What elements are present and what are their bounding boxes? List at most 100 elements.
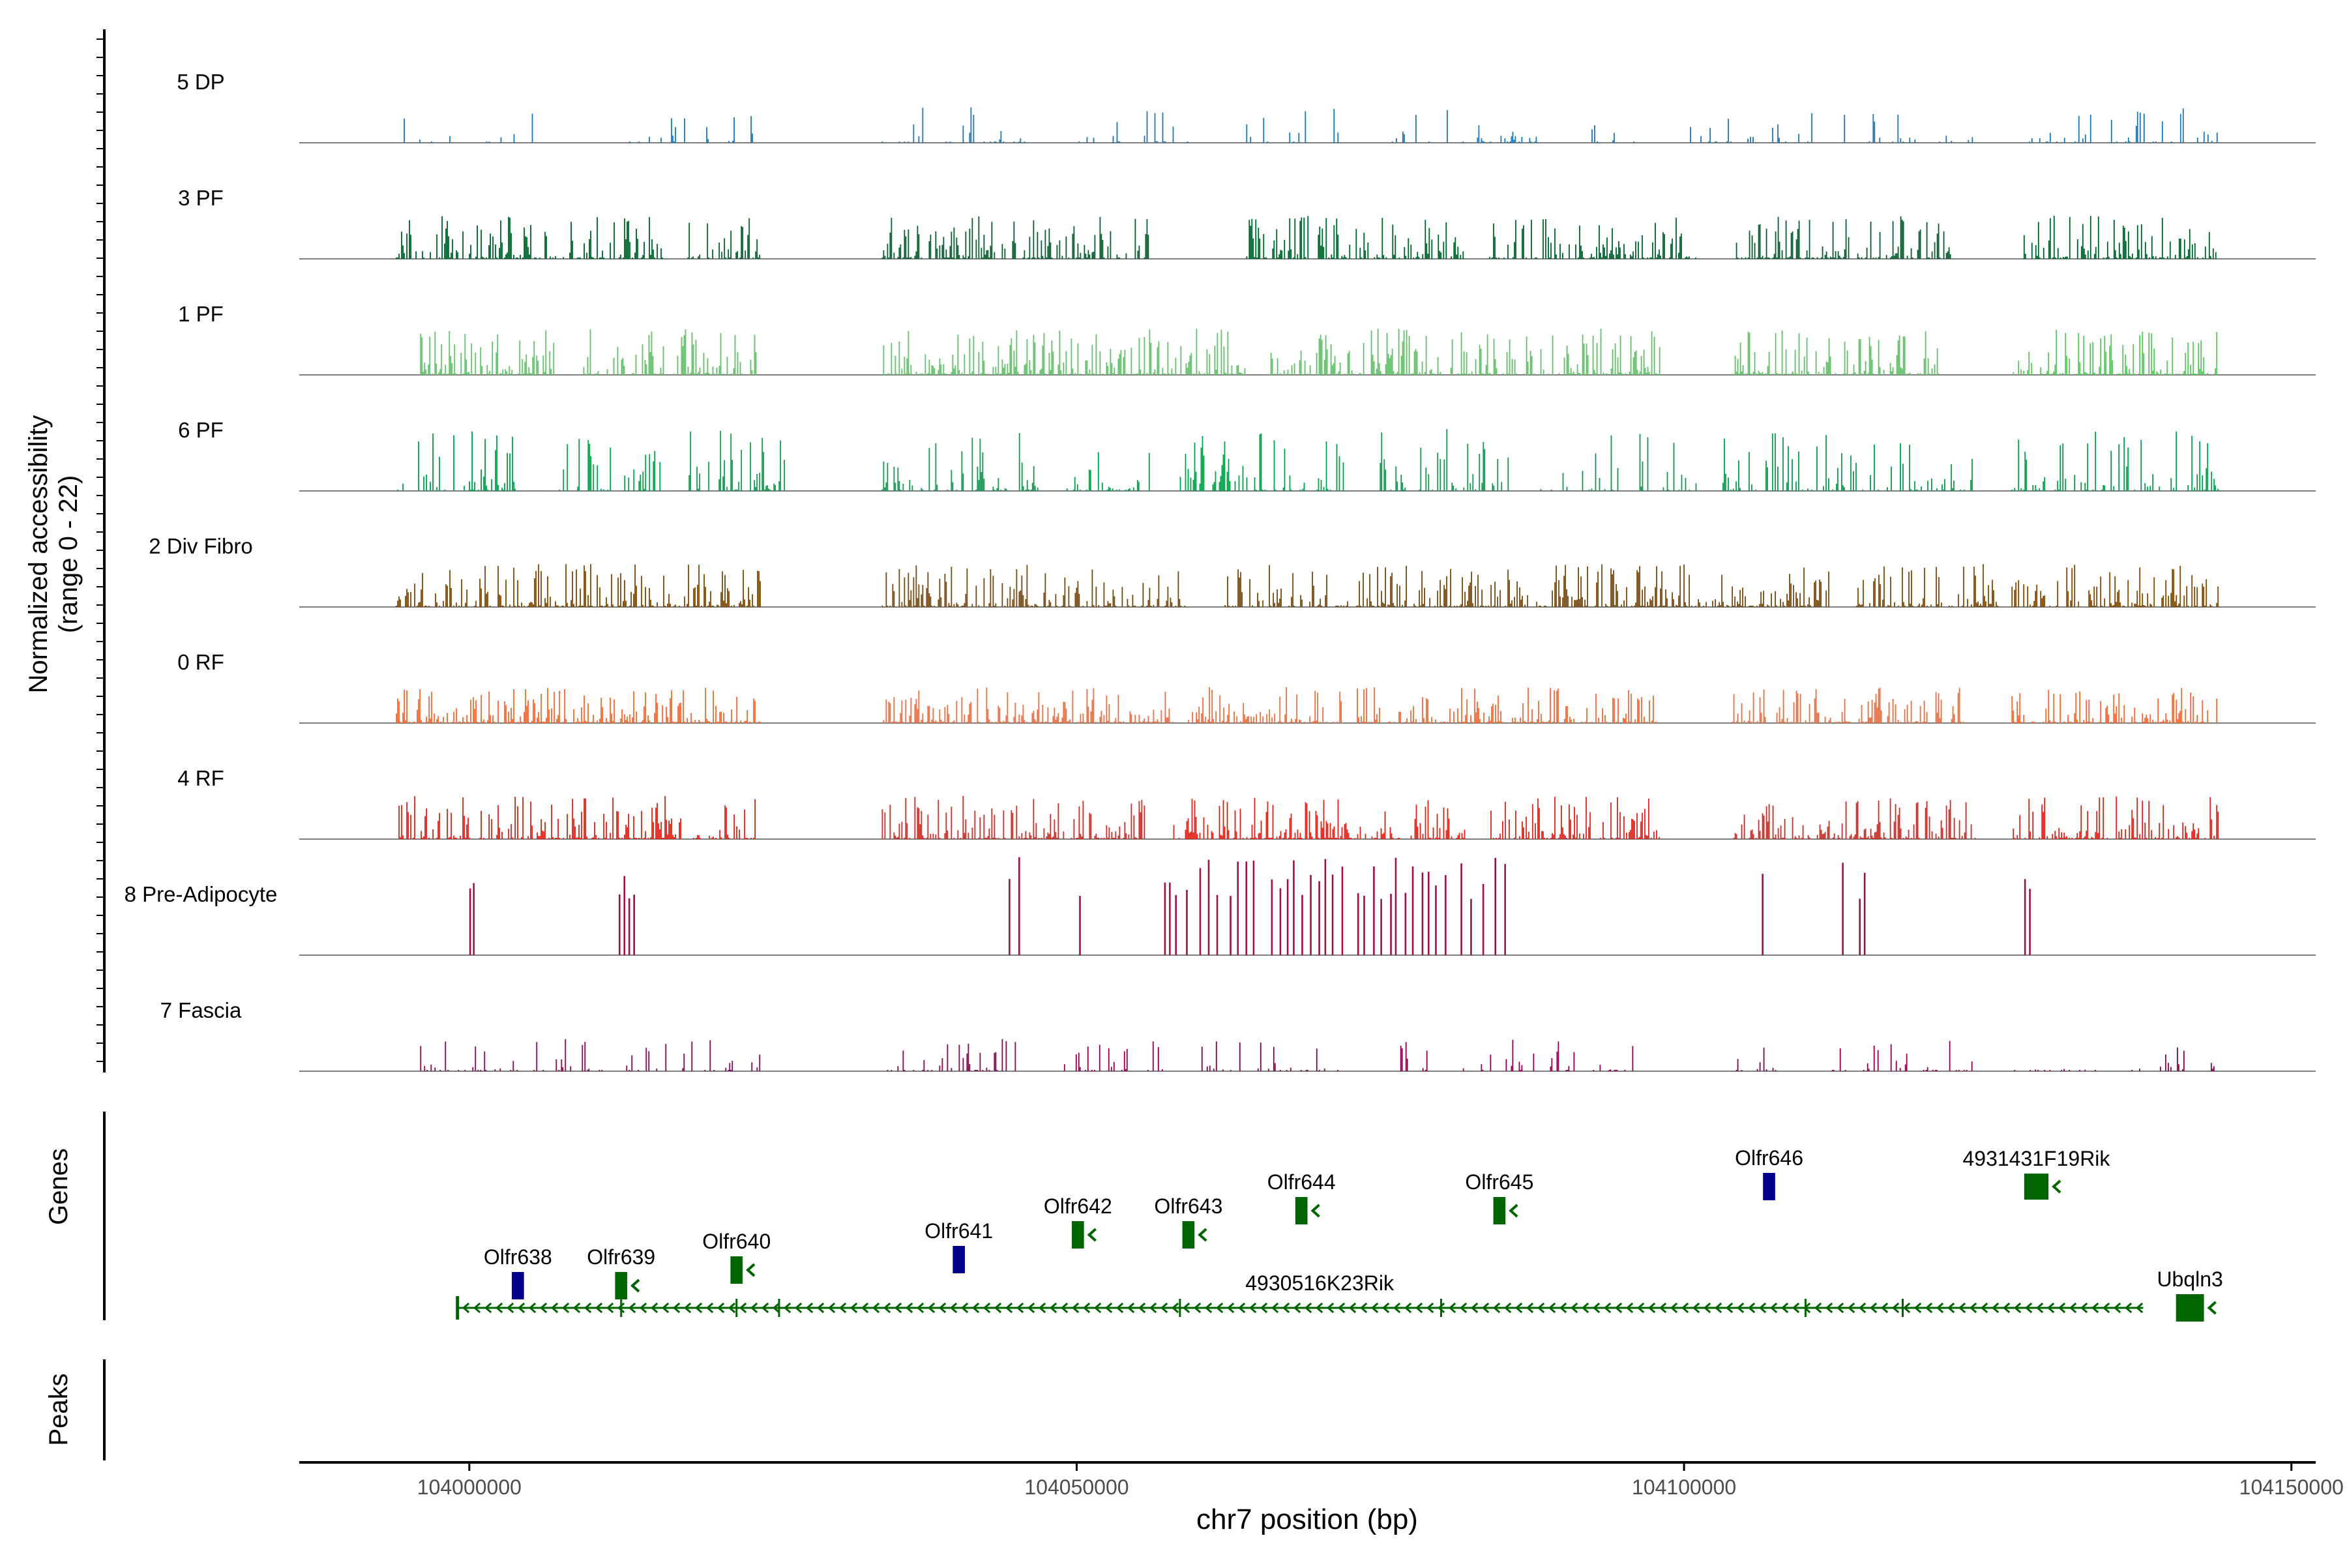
coverage-spike	[1286, 879, 1289, 955]
gene-label: 4930516K23Rik	[1245, 1271, 1395, 1295]
gene-exon	[2176, 1294, 2204, 1322]
gene-olfr641: Olfr641	[924, 1219, 993, 1273]
coverage-spike	[1216, 895, 1218, 955]
gene-label: 4931431F19Rik	[1962, 1147, 2110, 1170]
coverage-signal	[396, 564, 2219, 607]
gene-label: Olfr641	[924, 1219, 993, 1243]
gene-exon	[1295, 1197, 1308, 1224]
coverage-spike	[1293, 860, 1295, 955]
coverage-spike	[1331, 874, 1334, 955]
strand-arrow	[1087, 1228, 1097, 1242]
gene-ubqln3: Ubqln3	[2157, 1267, 2223, 1322]
coverage-spike	[619, 894, 621, 955]
coverage-spike	[1435, 885, 1437, 955]
strand-arrow	[1310, 1204, 1320, 1218]
coverage-spike	[1009, 879, 1011, 955]
gene-exon	[2024, 1174, 2049, 1200]
gene-annotations: Olfr638 Olfr639 Olfr640 Olfr641 Olfr642 Olfr6…	[456, 1146, 2223, 1322]
coverage-signal	[398, 795, 2219, 839]
coverage-spike	[1252, 860, 1255, 955]
gene-olfr643: Olfr643	[1154, 1194, 1222, 1249]
track-label: 7 Fascia	[160, 998, 242, 1022]
track-label: 1 PF	[178, 302, 224, 326]
coverage-spike	[1482, 883, 1484, 955]
coverage-spike	[1494, 857, 1497, 955]
gene-exon	[1182, 1221, 1195, 1249]
genes-panel-label: Genes	[44, 1148, 73, 1225]
track-7-fascia: 7 Fascia	[160, 998, 2316, 1072]
y-axis-label-line2: (range 0 - 22)	[54, 475, 83, 633]
track-label: 8 Pre-Adipocyte	[125, 882, 278, 906]
coverage-signal	[397, 429, 2219, 491]
gene-label: Olfr638	[484, 1245, 552, 1269]
coverage-signal	[420, 1039, 2215, 1071]
coverage-spike	[1199, 868, 1202, 955]
track-6-pf: 6 PF	[178, 418, 2316, 492]
coverage-y-ticks	[96, 38, 104, 1062]
gene-label: Olfr645	[1465, 1170, 1533, 1194]
coverage-spike	[1460, 863, 1462, 955]
coverage-spike	[1357, 893, 1359, 955]
coverage-spike	[1271, 879, 1273, 955]
coverage-spike	[1301, 895, 1303, 955]
gene-label: Olfr642	[1044, 1194, 1112, 1218]
gene-label: Olfr640	[702, 1230, 771, 1253]
track-label: 5 DP	[177, 70, 224, 94]
track-8-pre-adipocyte: 8 Pre-Adipocyte	[125, 857, 2316, 956]
coverage-spike	[1230, 896, 1232, 955]
x-tick-label: 104100000	[1632, 1475, 1736, 1499]
gene-olfr644: Olfr644	[1267, 1170, 1336, 1224]
coverage-spike	[473, 883, 475, 955]
x-tick-label: 104150000	[2239, 1475, 2344, 1499]
coverage-spike	[1279, 888, 1282, 955]
gene-label: Olfr639	[587, 1245, 655, 1269]
track-label: 3 PF	[178, 186, 224, 210]
coverage-spike	[1421, 872, 1424, 955]
coverage-spike	[1245, 861, 1248, 955]
coverage-spike	[1186, 889, 1188, 955]
coverage-spike	[623, 876, 626, 955]
coverage-spike	[1504, 864, 1506, 955]
gene-olfr638: Olfr638	[484, 1245, 552, 1299]
gene-exon	[456, 1296, 460, 1320]
strand-arrow	[1509, 1204, 1518, 1218]
x-axis-ticks: 104000000 104050000 104100000 104150000	[417, 1462, 2344, 1499]
track-1-pf: 1 PF	[178, 302, 2316, 376]
coverage-spike	[628, 898, 630, 955]
coverage-spike	[1427, 872, 1430, 955]
track-4-rf: 4 RF	[177, 766, 2316, 840]
gene-label: Olfr643	[1154, 1194, 1222, 1218]
strand-arrow	[1198, 1228, 1207, 1242]
gene-label: Ubqln3	[2157, 1267, 2222, 1291]
coverage-spike	[1079, 896, 1081, 955]
coverage-spike	[1175, 895, 1177, 955]
coverage-spike	[1411, 866, 1414, 955]
gene-exon	[778, 1299, 780, 1317]
gene-exon	[1072, 1221, 1084, 1249]
coverage-spike	[1164, 882, 1166, 955]
gene-exon	[1179, 1299, 1181, 1317]
gene-exon	[512, 1272, 524, 1299]
coverage-signal	[396, 216, 2217, 259]
gene-4930516k23rik: 4930516K23Rik	[456, 1271, 2144, 1320]
coverage-spike	[1842, 863, 1844, 955]
x-tick-label: 104000000	[417, 1475, 522, 1499]
coverage-spike	[1207, 859, 1210, 955]
coverage-spike	[1318, 881, 1320, 955]
coverage-spike	[1390, 893, 1392, 955]
strand-arrow	[2207, 1301, 2217, 1315]
gene-exon	[730, 1256, 743, 1284]
coverage-spike	[1445, 875, 1447, 955]
gene-exon	[1439, 1299, 1442, 1317]
track-5-dp: 5 DP	[177, 70, 2316, 143]
coverage-signal	[420, 329, 2218, 375]
gene-olfr640: Olfr640	[702, 1230, 771, 1284]
coverage-spike	[1404, 893, 1407, 955]
gene-olfr639: Olfr639	[587, 1245, 655, 1299]
gene-exon	[952, 1246, 966, 1273]
coverage-spike	[1237, 861, 1239, 955]
coverage-spike	[1324, 859, 1327, 955]
